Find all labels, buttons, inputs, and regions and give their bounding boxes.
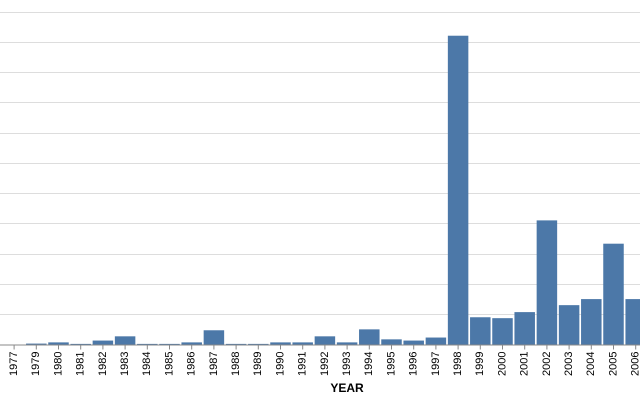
bar-1986	[181, 342, 202, 345]
x-tick-label: 2000	[496, 352, 508, 376]
bar-1996	[403, 340, 424, 345]
x-tick-labels: 1977 1979 1980 1981 1982 1983 1984 1985 1986 1987…	[8, 345, 640, 376]
x-tick-label: 1977	[8, 352, 20, 376]
x-tick-label: 1990	[274, 352, 286, 376]
x-tick-label: 1985	[163, 352, 175, 376]
x-tick-label: 1994	[363, 352, 375, 376]
x-tick-label: 1981	[75, 352, 87, 376]
bar-1988	[225, 343, 247, 345]
x-tick-label: 2003	[563, 352, 575, 376]
x-tick-label: 1980	[52, 352, 64, 376]
x-tick-label: 1999	[474, 352, 486, 376]
x-tick-label: 1996	[408, 352, 420, 376]
bar-1980	[48, 342, 69, 345]
bar-1998	[447, 35, 469, 345]
bar-2004	[581, 299, 602, 345]
bar-2001	[514, 312, 535, 345]
bar-1982	[92, 340, 114, 345]
bar-2000	[492, 318, 513, 345]
x-tick-label: 1984	[141, 352, 153, 376]
bar-1984	[137, 343, 158, 345]
bar-1991	[292, 342, 313, 345]
x-axis-title: YEAR	[330, 381, 364, 395]
bars	[26, 35, 640, 345]
bar-1999	[470, 317, 491, 345]
bar-2006	[625, 299, 640, 345]
x-tick-label: 1993	[341, 352, 353, 376]
bar-2003	[558, 305, 580, 345]
x-tick-label: 1989	[252, 352, 264, 376]
bar-1997	[425, 337, 447, 345]
bar-1989	[248, 343, 269, 345]
bar-1990	[270, 342, 291, 345]
bar-1992	[314, 336, 336, 345]
bar-1994	[359, 329, 380, 345]
bar-1983	[114, 336, 136, 345]
bar-2002	[536, 220, 558, 345]
x-tick-label: 2002	[541, 352, 553, 376]
bar-1987	[203, 330, 225, 345]
x-tick-label: 2001	[519, 352, 531, 376]
gridlines	[0, 12, 640, 315]
bar-2005	[603, 243, 624, 345]
x-tick-label: 1991	[297, 352, 309, 376]
x-tick-label: 1986	[186, 352, 198, 376]
x-tick-label: 1987	[208, 352, 220, 376]
bar-1995	[381, 339, 402, 345]
bar-1979	[26, 343, 47, 345]
x-tick-label: 1992	[319, 352, 331, 376]
x-tick-label: 1995	[385, 352, 397, 376]
x-tick-label: 1983	[119, 352, 131, 376]
x-tick-label: 1988	[230, 352, 242, 376]
x-tick-label: 1982	[97, 352, 109, 376]
bar-1981	[70, 343, 91, 345]
x-tick-label: 2006	[630, 352, 640, 376]
x-tick-label: 1979	[30, 352, 42, 376]
x-tick-label: 1997	[430, 352, 442, 376]
x-tick-label: 2005	[607, 352, 619, 376]
bar-1985	[159, 343, 180, 345]
x-tick-label: 2004	[585, 352, 597, 376]
bar-1993	[336, 342, 358, 345]
x-tick-label: 1998	[452, 352, 464, 376]
